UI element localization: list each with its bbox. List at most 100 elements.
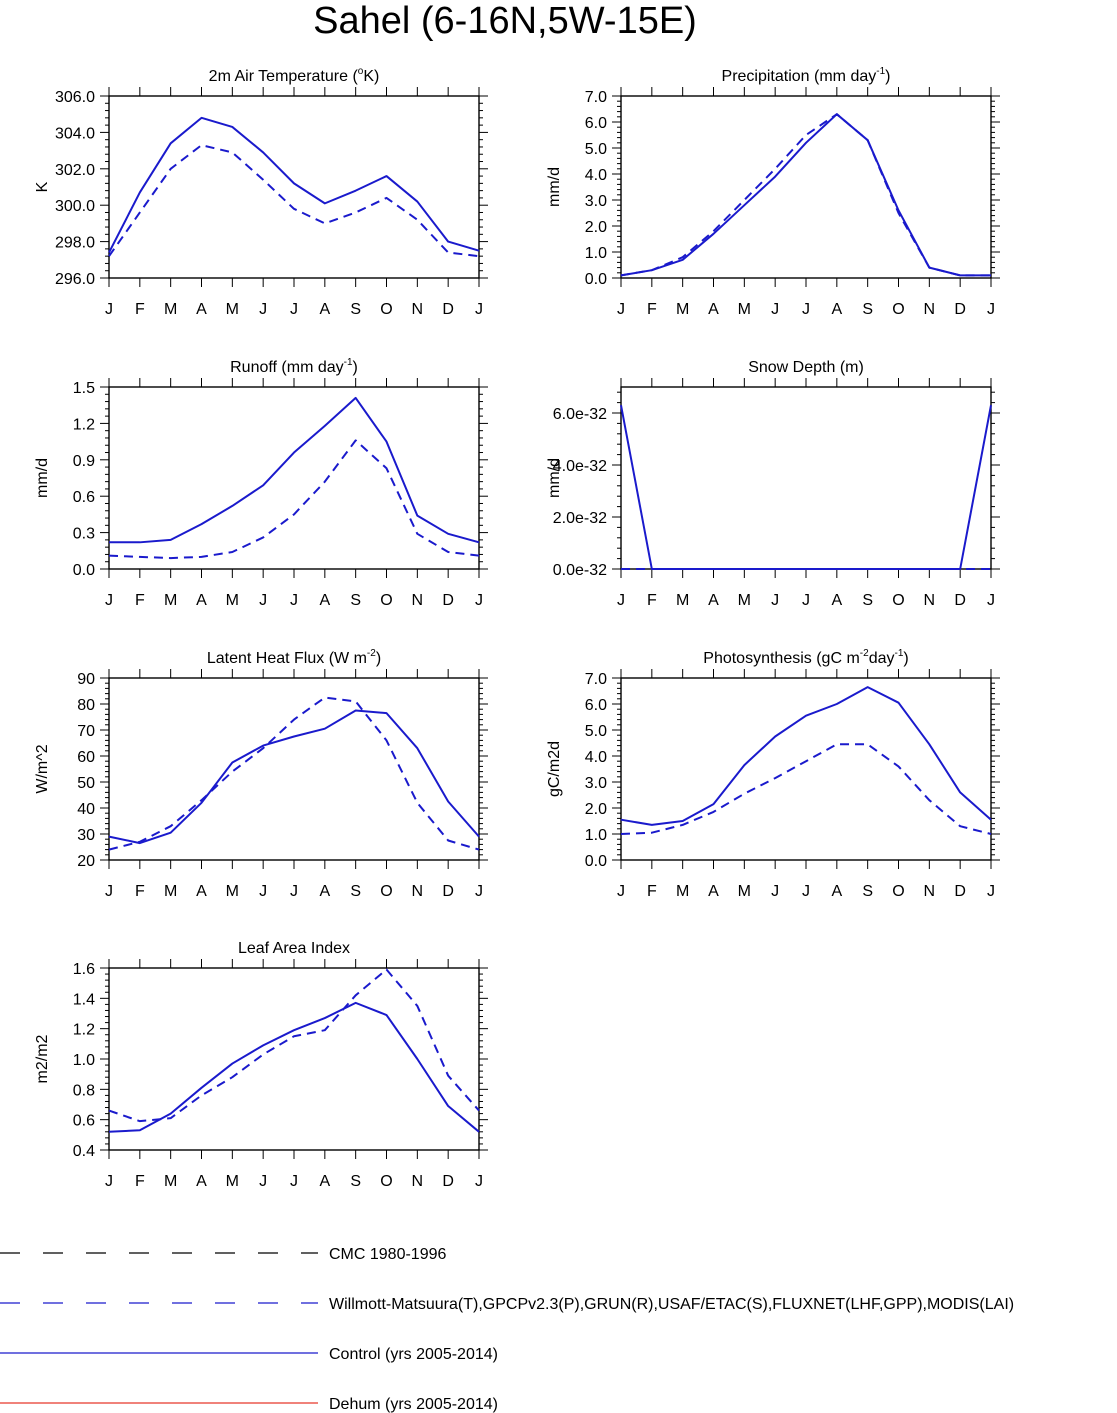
plot-frame	[108, 677, 480, 861]
panel-6: Photosynthesis (gC m-2day-1) gC/m2d 0.0 1.0…	[546, 648, 1000, 900]
title-part: o	[358, 66, 364, 77]
x-tick-label: F	[135, 883, 145, 900]
control-series-line	[108, 1001, 480, 1133]
title-part: Latent Heat Flux (W m	[207, 650, 367, 667]
title-part: )	[376, 650, 381, 667]
x-tick-label: J	[259, 1173, 267, 1190]
x-tick-label: A	[319, 301, 330, 318]
y-tick-label: 0.3	[73, 526, 95, 543]
y-tick-label: 306.0	[55, 89, 95, 106]
x-tick-label: S	[862, 301, 873, 318]
x-tick-label: A	[196, 592, 207, 609]
x-tick-label: J	[290, 301, 298, 318]
x-tick-label: J	[105, 592, 113, 609]
x-tick-label: J	[617, 301, 625, 318]
y-axis-label: mm/d	[34, 458, 51, 498]
y-tick-label: 0.0	[73, 562, 95, 579]
title-part: Leaf Area Index	[238, 940, 350, 957]
control-series-line	[620, 113, 991, 277]
x-tick-label: F	[647, 301, 657, 318]
x-tick-label: O	[892, 301, 904, 318]
x-tick-label: J	[290, 1173, 298, 1190]
x-tick-label: J	[475, 883, 483, 900]
x-tick-label: S	[350, 883, 361, 900]
x-tick-label: J	[105, 1173, 113, 1190]
y-tick-label: 0.6	[73, 489, 95, 506]
x-tick-label: F	[135, 1173, 145, 1190]
y-tick-label: 60	[77, 749, 95, 766]
x-tick-label: F	[647, 883, 657, 900]
y-tick-label: 4.0	[585, 167, 607, 184]
panel-title: Leaf Area Index	[238, 940, 350, 957]
x-tick-label: M	[676, 883, 689, 900]
x-tick-label: J	[105, 301, 113, 318]
panels: 2m Air Temperature (oK)K296.0298.0300.03…	[34, 66, 1000, 1190]
y-tick-label: 304.0	[55, 125, 95, 142]
y-tick-label: 3.0	[585, 775, 607, 792]
x-tick-label: S	[350, 1173, 361, 1190]
x-tick-label: J	[475, 1173, 483, 1190]
x-tick-label: M	[676, 301, 689, 318]
x-tick-label: O	[380, 592, 392, 609]
title-part: Precipitation (mm day	[722, 68, 877, 85]
title-part: K)	[363, 68, 379, 85]
plot-frame	[620, 677, 992, 861]
title-part: -2	[367, 648, 376, 659]
obs-series-line	[620, 113, 991, 277]
panel-3: Runoff (mm day-1) mm/d 0.0 0.3 0.6 0.9 1.2 1.5 J…	[34, 357, 488, 609]
x-tick-label: J	[987, 592, 995, 609]
obs-series-line	[620, 743, 992, 835]
panel-title: Latent Heat Flux (W m-2)	[207, 648, 381, 667]
x-tick-label: J	[105, 883, 113, 900]
panel-1: 2m Air Temperature (oK) K 296.0 298.0 300.0 3…	[34, 66, 488, 318]
y-tick-label: 5.0	[585, 141, 607, 158]
y-tick-label: 3.0	[585, 193, 607, 210]
x-tick-label: N	[924, 592, 936, 609]
x-tick-label: M	[676, 592, 689, 609]
y-tick-label: 7.0	[585, 671, 607, 688]
y-tick-label: 296.0	[55, 271, 95, 288]
y-tick-label: 0.0	[585, 853, 607, 870]
x-tick-label: M	[226, 301, 239, 318]
y-tick-label: 80	[77, 697, 95, 714]
x-tick-label: N	[412, 1173, 424, 1190]
y-tick-label: 50	[77, 775, 95, 792]
panel-2: Precipitation (mm day-1) mm/d 0.0 1.0 2.0 3.0…	[546, 66, 1000, 318]
x-tick-label: O	[892, 592, 904, 609]
x-tick-label: A	[196, 301, 207, 318]
plot-frame	[108, 967, 480, 1151]
panel-title: Runoff (mm day-1)	[230, 357, 358, 376]
plot-frame	[108, 386, 480, 570]
x-tick-label: A	[319, 883, 330, 900]
y-tick-label: 6.0	[585, 115, 607, 132]
x-tick-label: A	[319, 1173, 330, 1190]
y-axis-label: gC/m2d	[546, 741, 563, 797]
y-axis-label: m2/m2	[34, 1034, 51, 1083]
x-tick-label: O	[380, 301, 392, 318]
x-tick-label: S	[350, 301, 361, 318]
x-tick-label: A	[831, 301, 842, 318]
x-tick-label: S	[350, 592, 361, 609]
x-tick-label: J	[475, 301, 483, 318]
x-tick-label: J	[987, 883, 995, 900]
title-part: )	[903, 650, 908, 667]
x-tick-label: J	[259, 301, 267, 318]
y-tick-label: 30	[77, 827, 95, 844]
y-tick-label: 2.0	[585, 801, 607, 818]
x-tick-label: D	[442, 1173, 454, 1190]
y-tick-label: 4.0	[585, 749, 607, 766]
y-tick-label: 90	[77, 671, 95, 688]
x-tick-label: J	[617, 883, 625, 900]
x-tick-label: J	[290, 592, 298, 609]
y-tick-label: 0.6	[73, 1113, 95, 1130]
y-tick-label: 70	[77, 723, 95, 740]
x-tick-label: D	[954, 592, 966, 609]
x-tick-label: D	[954, 301, 966, 318]
title-part: -1	[344, 357, 353, 368]
x-tick-label: M	[226, 883, 239, 900]
panel-title: Snow Depth (m)	[748, 359, 864, 376]
y-tick-label: 1.0	[585, 245, 607, 262]
y-tick-label: 0.9	[73, 453, 95, 470]
x-tick-label: S	[862, 592, 873, 609]
x-tick-label: O	[892, 883, 904, 900]
